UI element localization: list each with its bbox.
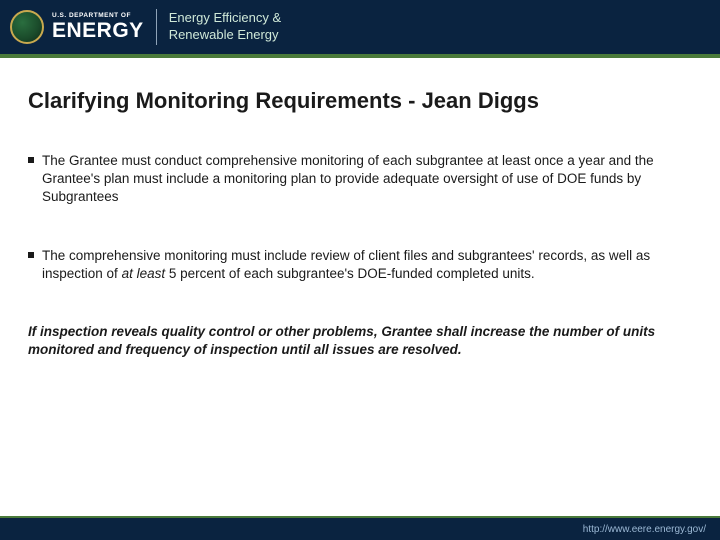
bullet2-post: 5 percent of each subgrantee's DOE-funde…: [165, 266, 535, 281]
eere-line2: Renewable Energy: [169, 27, 281, 44]
bullet-item: The Grantee must conduct comprehensive m…: [28, 152, 692, 207]
eere-block: Energy Efficiency & Renewable Energy: [169, 10, 281, 44]
dept-large-text: ENERGY: [52, 20, 144, 41]
slide-title: Clarifying Monitoring Requirements - Jea…: [28, 88, 692, 114]
header-divider: [156, 9, 157, 45]
bullet-marker-icon: [28, 252, 34, 258]
department-block: U.S. DEPARTMENT OF ENERGY: [52, 13, 144, 42]
header-bar: U.S. DEPARTMENT OF ENERGY Energy Efficie…: [0, 0, 720, 54]
footer-bar: http://www.eere.energy.gov/: [0, 518, 720, 540]
bullet-item: The comprehensive monitoring must includ…: [28, 247, 692, 283]
slide-content: Clarifying Monitoring Requirements - Jea…: [0, 58, 720, 360]
footnote-text: If inspection reveals quality control or…: [28, 323, 692, 359]
bullet-text: The comprehensive monitoring must includ…: [42, 247, 692, 283]
bullet-marker-icon: [28, 157, 34, 163]
doe-seal-icon: [10, 10, 44, 44]
bullet-text: The Grantee must conduct comprehensive m…: [42, 152, 692, 207]
footer-wrap: http://www.eere.energy.gov/: [0, 516, 720, 540]
bullet2-em: at least: [122, 266, 166, 281]
footer-url: http://www.eere.energy.gov/: [583, 524, 706, 535]
eere-line1: Energy Efficiency &: [169, 10, 281, 27]
